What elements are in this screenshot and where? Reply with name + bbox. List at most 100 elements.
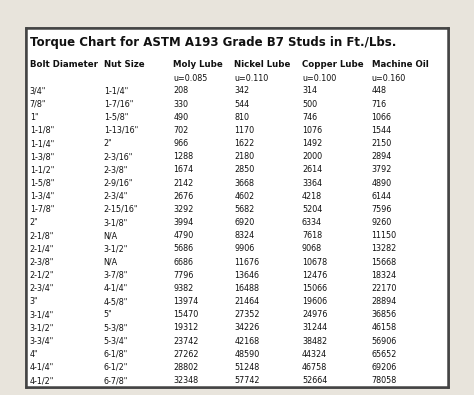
Text: 24976: 24976 <box>302 310 328 319</box>
Text: 5686: 5686 <box>173 245 193 253</box>
Text: 15470: 15470 <box>173 310 199 319</box>
Text: 19606: 19606 <box>302 297 327 306</box>
Text: 2142: 2142 <box>173 179 193 188</box>
Text: u=0.085: u=0.085 <box>173 73 208 83</box>
Text: u=0.110: u=0.110 <box>235 73 269 83</box>
Text: 2-3/8": 2-3/8" <box>104 166 128 174</box>
Text: 23742: 23742 <box>173 337 199 346</box>
Text: 2-1/2": 2-1/2" <box>30 271 55 280</box>
Text: Nut Size: Nut Size <box>104 60 144 69</box>
Text: 9382: 9382 <box>173 284 193 293</box>
Text: 46158: 46158 <box>372 324 397 332</box>
Text: 1170: 1170 <box>235 126 255 135</box>
Text: 544: 544 <box>235 100 250 109</box>
Text: 208: 208 <box>173 87 189 95</box>
Text: 1492: 1492 <box>302 139 322 148</box>
Text: 3792: 3792 <box>372 166 392 174</box>
Text: 1-5/8": 1-5/8" <box>104 113 128 122</box>
Text: 500: 500 <box>302 100 317 109</box>
Text: 7596: 7596 <box>372 205 392 214</box>
Text: Moly Lube: Moly Lube <box>173 60 223 69</box>
Text: 4790: 4790 <box>173 231 193 240</box>
Text: 2894: 2894 <box>372 152 392 161</box>
Text: 10678: 10678 <box>302 258 327 267</box>
Text: 69206: 69206 <box>372 363 397 372</box>
Text: 5-3/8": 5-3/8" <box>104 324 128 332</box>
Text: 28894: 28894 <box>372 297 397 306</box>
Text: 2-3/4": 2-3/4" <box>104 192 128 201</box>
Text: 65652: 65652 <box>372 350 397 359</box>
Text: 1": 1" <box>30 113 38 122</box>
Text: 1-1/4": 1-1/4" <box>30 139 54 148</box>
Text: 4-1/2": 4-1/2" <box>30 376 54 385</box>
Text: 5": 5" <box>104 310 112 319</box>
Text: 1-13/16": 1-13/16" <box>104 126 138 135</box>
Text: 1-5/8": 1-5/8" <box>30 179 54 188</box>
Text: 1-7/16": 1-7/16" <box>104 100 133 109</box>
Text: 2150: 2150 <box>372 139 392 148</box>
Text: 9906: 9906 <box>235 245 255 253</box>
Text: 19312: 19312 <box>173 324 199 332</box>
Text: 314: 314 <box>302 87 317 95</box>
Text: 3/4": 3/4" <box>30 87 46 95</box>
Text: 966: 966 <box>173 139 189 148</box>
Text: 1066: 1066 <box>372 113 392 122</box>
Text: 38482: 38482 <box>302 337 327 346</box>
Text: 2000: 2000 <box>302 152 322 161</box>
Text: 12476: 12476 <box>302 271 327 280</box>
Text: 2-9/16": 2-9/16" <box>104 179 133 188</box>
Text: 44324: 44324 <box>302 350 327 359</box>
Text: 51248: 51248 <box>235 363 260 372</box>
Text: 2614: 2614 <box>302 166 322 174</box>
Text: 13646: 13646 <box>235 271 259 280</box>
Text: 2850: 2850 <box>235 166 255 174</box>
Text: 1-1/4": 1-1/4" <box>104 87 128 95</box>
Text: 2-3/16": 2-3/16" <box>104 152 133 161</box>
Text: 7618: 7618 <box>302 231 322 240</box>
Text: 448: 448 <box>372 87 387 95</box>
Text: 2-15/16": 2-15/16" <box>104 205 138 214</box>
Text: Machine Oil: Machine Oil <box>372 60 428 69</box>
Text: 34226: 34226 <box>235 324 260 332</box>
Text: Torque Chart for ASTM A193 Grade B7 Studs in Ft./Lbs.: Torque Chart for ASTM A193 Grade B7 Stud… <box>30 36 396 49</box>
Text: 6920: 6920 <box>235 218 255 227</box>
Text: 36856: 36856 <box>372 310 397 319</box>
Text: 1544: 1544 <box>372 126 392 135</box>
Text: 78058: 78058 <box>372 376 397 385</box>
Text: 3292: 3292 <box>173 205 194 214</box>
Text: 31244: 31244 <box>302 324 327 332</box>
Text: 1-1/8": 1-1/8" <box>30 126 54 135</box>
Text: 46758: 46758 <box>302 363 327 372</box>
Text: 3": 3" <box>30 297 38 306</box>
Text: 1622: 1622 <box>235 139 255 148</box>
Text: N/A: N/A <box>104 258 118 267</box>
Text: 27262: 27262 <box>173 350 199 359</box>
Text: 6-1/8": 6-1/8" <box>104 350 128 359</box>
Text: 810: 810 <box>235 113 249 122</box>
Text: 5-3/4": 5-3/4" <box>104 337 128 346</box>
Text: 2-3/8": 2-3/8" <box>30 258 54 267</box>
Text: 18324: 18324 <box>372 271 397 280</box>
Text: 5204: 5204 <box>302 205 322 214</box>
Text: 6686: 6686 <box>173 258 193 267</box>
Text: 4218: 4218 <box>302 192 322 201</box>
Text: 48590: 48590 <box>235 350 260 359</box>
Text: 2-3/4": 2-3/4" <box>30 284 54 293</box>
Text: 716: 716 <box>372 100 387 109</box>
Text: 15066: 15066 <box>302 284 327 293</box>
Text: 56906: 56906 <box>372 337 397 346</box>
Text: 52664: 52664 <box>302 376 327 385</box>
Text: 3-1/2": 3-1/2" <box>104 245 128 253</box>
Text: 8324: 8324 <box>235 231 255 240</box>
Text: 2": 2" <box>30 218 38 227</box>
Text: 11676: 11676 <box>235 258 260 267</box>
Text: 2": 2" <box>104 139 112 148</box>
Text: 3668: 3668 <box>235 179 255 188</box>
Text: 2180: 2180 <box>235 152 255 161</box>
Text: 11150: 11150 <box>372 231 397 240</box>
Text: 4-5/8": 4-5/8" <box>104 297 128 306</box>
Text: 6334: 6334 <box>302 218 322 227</box>
Text: 342: 342 <box>235 87 250 95</box>
Text: 3994: 3994 <box>173 218 193 227</box>
Text: 3-7/8": 3-7/8" <box>104 271 128 280</box>
